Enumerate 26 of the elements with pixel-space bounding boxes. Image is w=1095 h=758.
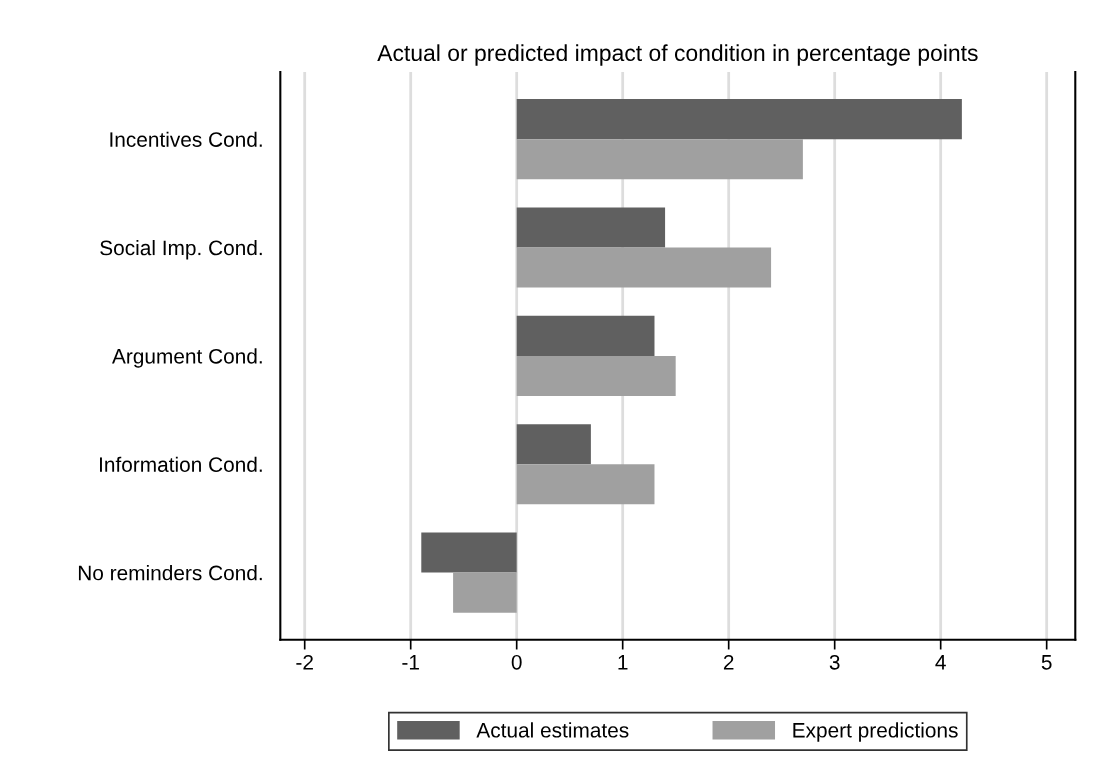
x-tick-label: -2 [296, 654, 313, 670]
x-tick-label: 3 [829, 654, 840, 670]
bar [516, 315, 655, 356]
bar [421, 532, 517, 573]
y-tick-label: Information Cond. [99, 456, 262, 472]
bar [516, 464, 655, 505]
bar [516, 355, 676, 396]
y-tick-label: Social Imp. Cond. [100, 239, 262, 260]
legend-label: Actual estimates [476, 722, 629, 738]
bar [453, 572, 517, 613]
x-tick-label: 2 [723, 654, 734, 670]
x-tick-label: 4 [935, 655, 946, 670]
bar [516, 424, 591, 465]
x-tick-label: 1 [618, 655, 628, 670]
bar [516, 207, 666, 248]
x-tick-label: -1 [402, 655, 419, 670]
y-tick-label: Argument Cond. [112, 348, 262, 368]
y-tick-label: Incentives Cond. [110, 131, 262, 147]
bar [516, 247, 772, 288]
legend-label: Expert predictions [793, 722, 958, 742]
y-tick-label: No reminders Cond. [78, 565, 262, 581]
x-tick-label: 5 [1041, 655, 1052, 670]
x-tick-label: 0 [511, 654, 522, 670]
bar [516, 139, 803, 180]
chart-title: Actual or predicted impact of condition in percentage points [377, 44, 978, 66]
bar [516, 99, 962, 140]
